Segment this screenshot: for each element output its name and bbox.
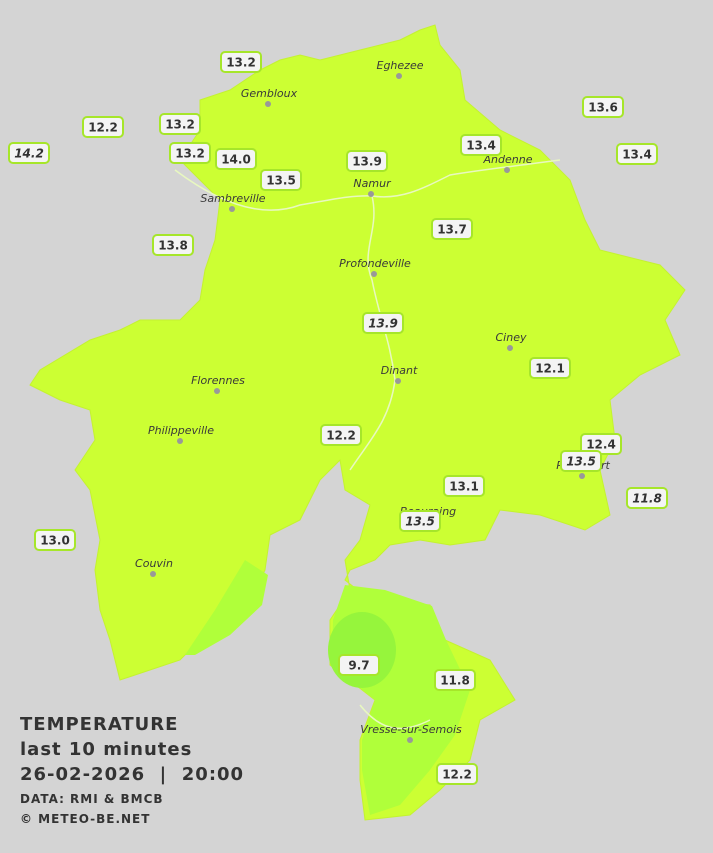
station-value: 13.7 bbox=[437, 223, 467, 237]
station-box bbox=[152, 234, 194, 256]
station-value: 11.8 bbox=[440, 674, 470, 688]
city-dot bbox=[150, 571, 156, 577]
station-box bbox=[8, 142, 50, 164]
station-value: 13.2 bbox=[175, 147, 205, 161]
warm-zone bbox=[185, 560, 268, 655]
station-value: 13.1 bbox=[449, 480, 479, 494]
city-dot bbox=[229, 206, 235, 212]
station-box bbox=[434, 669, 476, 691]
station-box bbox=[616, 143, 658, 165]
station-value: 13.6 bbox=[588, 101, 618, 115]
city-dot bbox=[396, 73, 402, 79]
station-value: 14.2 bbox=[14, 147, 44, 161]
station-value: 12.1 bbox=[535, 362, 565, 376]
station-value: 11.8 bbox=[632, 492, 662, 506]
station-box bbox=[626, 487, 668, 509]
city-dot bbox=[504, 167, 510, 173]
station-value: 13.2 bbox=[226, 56, 256, 70]
city-label: Andenne bbox=[483, 153, 533, 166]
station-box bbox=[443, 475, 485, 497]
station-box bbox=[582, 96, 624, 118]
city-dot bbox=[371, 271, 377, 277]
city-dot bbox=[579, 473, 585, 479]
city-dot bbox=[214, 388, 220, 394]
title: TEMPERATURE bbox=[20, 714, 178, 735]
station-box bbox=[362, 312, 404, 334]
station-value: 13.5 bbox=[405, 515, 435, 529]
station-box bbox=[34, 529, 76, 551]
subtitle: last 10 minutes bbox=[20, 739, 192, 760]
city-label: Vresse-sur-Semois bbox=[360, 723, 462, 736]
station-value: 13.9 bbox=[352, 155, 382, 169]
station-box bbox=[320, 424, 362, 446]
station-value: 12.2 bbox=[88, 121, 118, 135]
station-box bbox=[169, 142, 211, 164]
station-box bbox=[399, 510, 441, 532]
city-label: Philippeville bbox=[148, 424, 214, 437]
station-value: 12.2 bbox=[442, 768, 472, 782]
warm-core bbox=[328, 612, 396, 688]
city-label: Florennes bbox=[191, 374, 245, 387]
city-dot bbox=[265, 101, 271, 107]
station-value: 13.8 bbox=[158, 239, 188, 253]
station-value: 12.4 bbox=[586, 438, 616, 452]
station-value: 13.4 bbox=[622, 148, 652, 162]
station-value: 13.4 bbox=[466, 139, 496, 153]
station-box bbox=[346, 150, 388, 172]
station-box bbox=[560, 450, 602, 472]
station-value: 14.0 bbox=[221, 153, 251, 167]
station-value: 12.2 bbox=[326, 429, 356, 443]
station-value: 13.5 bbox=[566, 455, 596, 469]
station-box bbox=[220, 51, 262, 73]
station-box bbox=[82, 116, 124, 138]
city-dot bbox=[395, 378, 401, 384]
station-value: 9.7 bbox=[348, 659, 369, 673]
credit: © METEO-BE.NET bbox=[20, 812, 150, 826]
city-dot bbox=[368, 191, 374, 197]
station-box bbox=[260, 169, 302, 191]
city-label: Sambreville bbox=[200, 192, 265, 205]
station-value: 13.2 bbox=[165, 118, 195, 132]
city-dot bbox=[177, 438, 183, 444]
city-label: Profondeville bbox=[339, 257, 411, 270]
station-box bbox=[431, 218, 473, 240]
source: DATA: RMI & BMCB bbox=[20, 792, 164, 806]
station-box bbox=[338, 654, 380, 676]
city-label: Couvin bbox=[135, 557, 173, 570]
river bbox=[349, 195, 396, 471]
datetime: 26-02-2026 | 20:00 bbox=[20, 764, 244, 785]
city-label: Dinant bbox=[381, 364, 418, 377]
station-box bbox=[460, 134, 502, 156]
station-value: 13.5 bbox=[266, 174, 296, 188]
river bbox=[359, 704, 431, 730]
city-dot bbox=[407, 737, 413, 743]
city-label: Namur bbox=[353, 177, 392, 190]
station-box bbox=[159, 113, 201, 135]
city-label: Gembloux bbox=[241, 87, 298, 100]
station-value: 13.0 bbox=[40, 534, 70, 548]
city-label: Ciney bbox=[496, 331, 527, 344]
station-box bbox=[529, 357, 571, 379]
station-box bbox=[436, 763, 478, 785]
station-value: 13.9 bbox=[368, 317, 398, 331]
province bbox=[29, 24, 686, 821]
station-box bbox=[215, 148, 257, 170]
city-dot bbox=[507, 345, 513, 351]
city-label: Eghezee bbox=[377, 59, 424, 72]
